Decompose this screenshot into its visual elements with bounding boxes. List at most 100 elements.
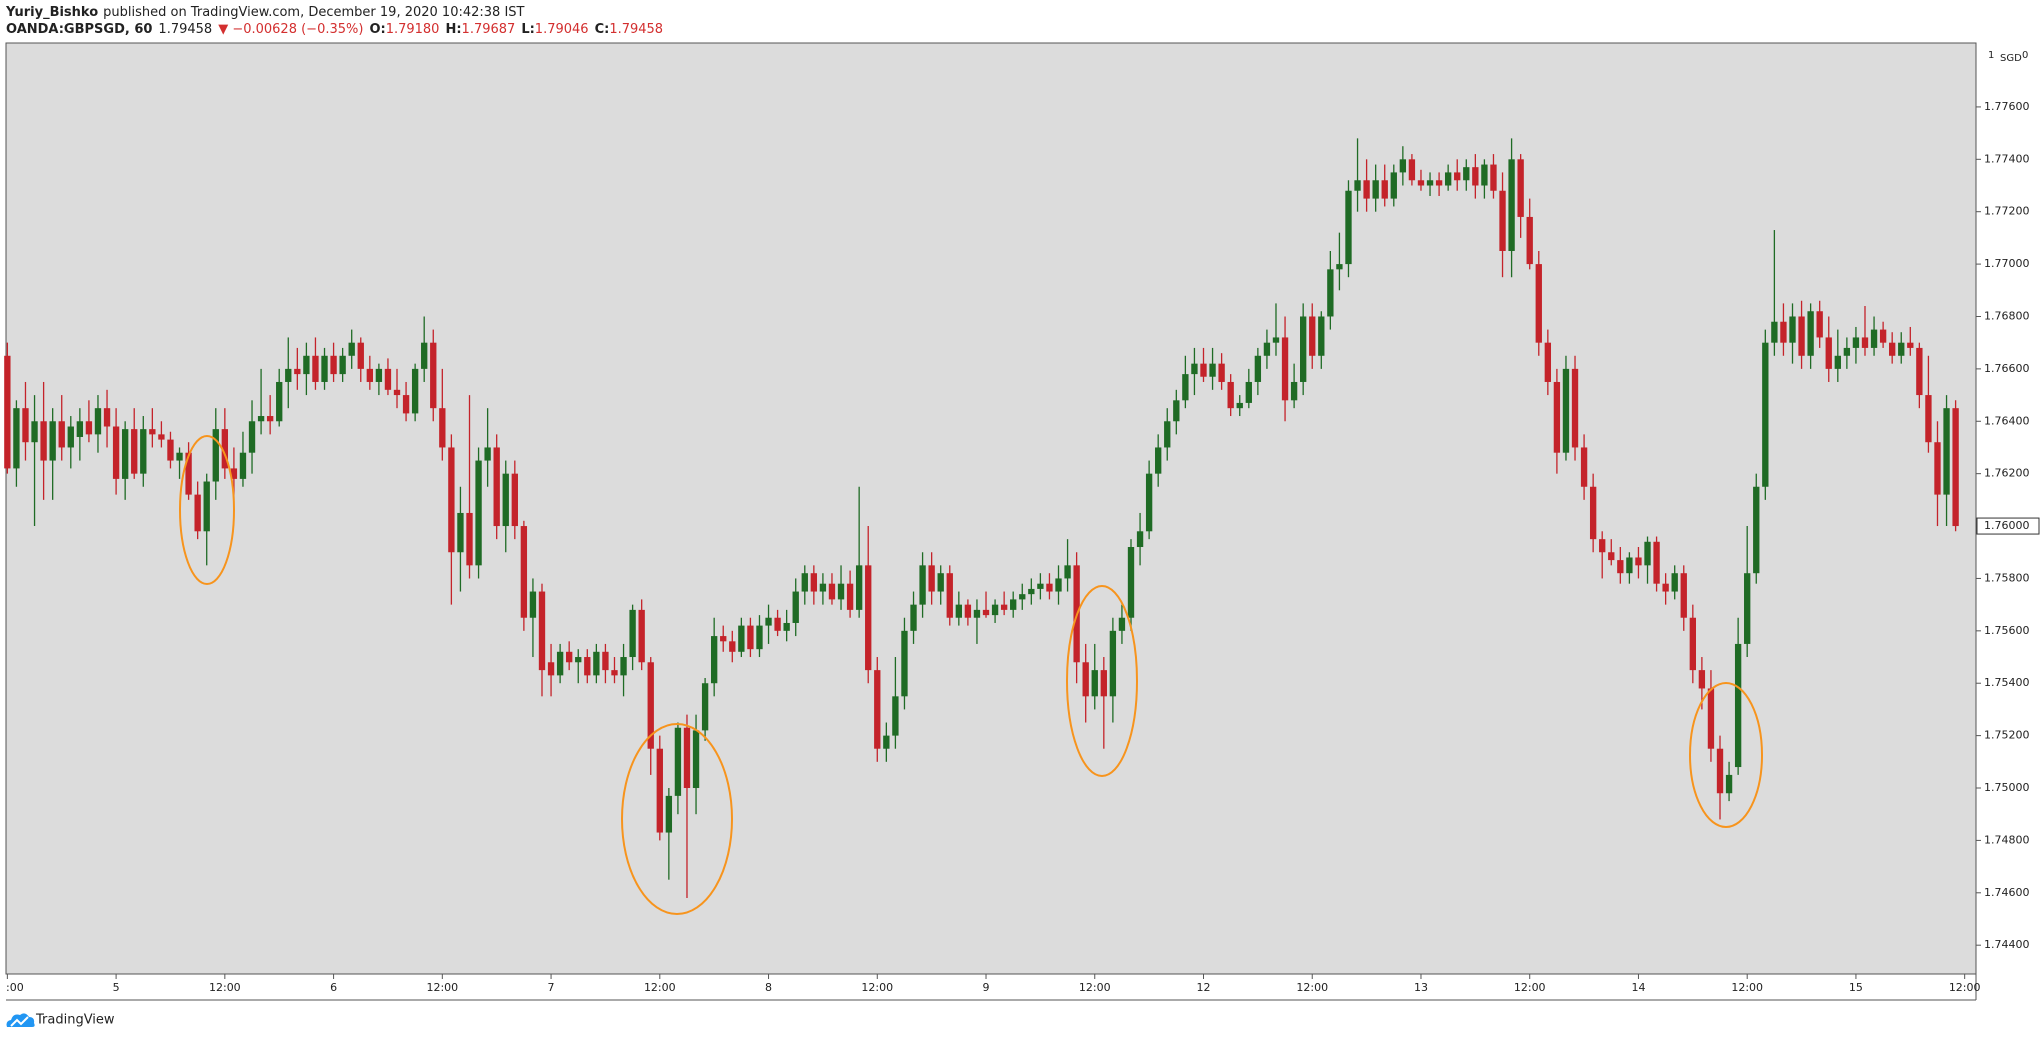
candle-body [493, 447, 500, 527]
candle-body [484, 447, 491, 461]
candle-body [647, 662, 654, 749]
candle-body [1127, 547, 1135, 618]
candle-body [855, 565, 863, 610]
candle-body [112, 426, 120, 479]
candle-body [1136, 531, 1144, 548]
candle-body [556, 651, 564, 676]
candle-body [1426, 180, 1434, 186]
candle-body [1526, 216, 1533, 265]
candle-body [1336, 264, 1343, 270]
candle-body [1807, 311, 1814, 356]
candle-body [1019, 594, 1026, 600]
candle-body [402, 395, 410, 414]
candle-body [674, 727, 682, 796]
annotation-circle [1066, 585, 1138, 777]
candle-body [230, 468, 238, 479]
candle-body [1744, 573, 1751, 644]
candle-body [1444, 172, 1452, 186]
candle-body [1290, 381, 1298, 401]
candle-body [801, 573, 808, 592]
candle-body [1408, 159, 1416, 181]
x-tick-label: 12:00 [1514, 981, 1546, 994]
y-tick-label: 1.77600 [1984, 100, 2030, 113]
price: 1.79458 [158, 22, 212, 37]
candles [4, 138, 1959, 899]
y-tick-label: 1.77200 [1984, 205, 2030, 218]
y-tick-label: 1.75200 [1984, 729, 2030, 742]
plot-area [5, 42, 1977, 975]
candle-body [846, 583, 854, 610]
logo [6, 1013, 35, 1027]
candle-body [321, 355, 328, 382]
candle-body [1173, 400, 1180, 422]
candle-body [67, 426, 74, 448]
x-tick-label: 13 [1414, 981, 1428, 994]
candle-body [1399, 159, 1407, 173]
candle-body [1934, 442, 1941, 495]
candle-body [1562, 368, 1570, 453]
y-tick-label: 1.77400 [1984, 152, 2030, 165]
y-tick-label: 1.77000 [1984, 257, 2030, 270]
candle-body [1599, 539, 1606, 553]
candle-body [584, 657, 591, 676]
candle-body [1771, 321, 1778, 343]
candle-body [1626, 557, 1633, 574]
candle-body [312, 355, 319, 382]
candle-body [384, 368, 392, 390]
candle-body [1879, 329, 1887, 343]
y-tick-label: 1.76200 [1984, 467, 2030, 480]
candle-body [1472, 167, 1479, 186]
x-tick-label: 12 [1196, 981, 1210, 994]
candle-body [520, 526, 528, 618]
candle-body [31, 421, 38, 443]
legend-key: H: [445, 22, 461, 37]
candle-body [1671, 573, 1678, 592]
candle-body [1281, 337, 1289, 401]
candle-body [910, 604, 917, 631]
y-tick-label: 1.75400 [1984, 676, 2030, 689]
y-tick-label: 1.76800 [1984, 309, 2030, 322]
candle-body [103, 408, 111, 427]
candle-body [1825, 337, 1832, 369]
corner-label: 0 [2022, 50, 2028, 61]
candle-body [131, 429, 138, 474]
annotation-circle [179, 435, 235, 585]
candle-body [1327, 269, 1334, 317]
candle-body [1698, 670, 1706, 689]
candle-body [1725, 774, 1733, 794]
candle-body [1182, 374, 1189, 401]
y-tick-label: 1.75600 [1984, 624, 2030, 637]
legend-value: 1.79458 [609, 22, 663, 37]
candle-body [1037, 583, 1044, 589]
candle-body [810, 573, 818, 592]
candle-body [1952, 408, 1959, 527]
candle-body [1028, 588, 1035, 595]
candle-body [1943, 408, 1950, 495]
y-tick-label: 1.76600 [1984, 362, 2030, 375]
currency: SGD [2000, 53, 2022, 64]
candle-body [665, 795, 673, 833]
x-tick-label: 5 [113, 981, 120, 994]
x-tick-label: 9 [983, 981, 990, 994]
candle-body [1000, 604, 1008, 610]
candle-body [1798, 316, 1805, 356]
candle-body [239, 452, 247, 479]
candle-body [1363, 180, 1370, 199]
legend-value: 1.79180 [386, 22, 440, 37]
candle-body [1608, 552, 1615, 561]
y-tick-label: 1.75800 [1984, 571, 2030, 584]
candle-body [1046, 583, 1053, 592]
candle-body [121, 429, 129, 479]
candle-body [430, 342, 437, 409]
candle-body [1100, 670, 1107, 697]
candle-body [710, 636, 718, 684]
candle-body [1191, 363, 1198, 375]
candle-body [1916, 347, 1923, 396]
candle-body [348, 342, 355, 356]
candle-body [421, 342, 428, 369]
candle-body [964, 604, 972, 618]
candle-body [819, 583, 827, 592]
candle-body [937, 573, 944, 592]
candle-body [1091, 670, 1098, 697]
